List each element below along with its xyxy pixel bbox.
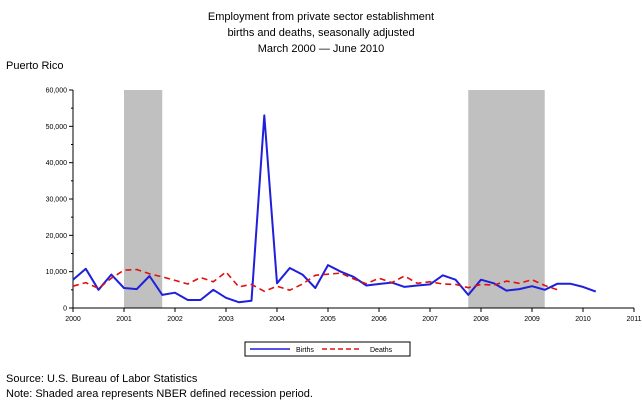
y-tick-label: 20,000 (46, 233, 68, 240)
series-line-deaths (72, 268, 558, 293)
x-tick-label: 2000 (65, 316, 81, 323)
y-tick-label: 0 (63, 306, 67, 313)
axes: 0 10,000 20,000 30,000 40,000 50,000 60,000 200… (46, 88, 642, 324)
x-tick-label: 2004 (269, 316, 285, 323)
recession-band-1 (468, 90, 545, 308)
x-tick-label: 2005 (320, 316, 336, 323)
x-tick-label: 2010 (575, 316, 591, 323)
y-tick-label: 30,000 (46, 197, 68, 204)
x-tick-label: 2008 (473, 316, 489, 323)
x-tick-label: 2006 (371, 316, 387, 323)
chart-title-line-3: March 2000 — June 2010 (257, 43, 385, 55)
x-tick-label: 2003 (218, 316, 234, 323)
x-tick-label: 2002 (167, 316, 183, 323)
legend-births-label: Births (296, 347, 314, 354)
region-label: Puerto Rico (6, 60, 64, 72)
y-tick-label: 10,000 (46, 269, 68, 276)
y-tick-label: 50,000 (46, 124, 68, 131)
y-tick-label: 60,000 (46, 88, 68, 95)
x-tick-label: 2001 (116, 316, 132, 323)
y-tick-label: 40,000 (46, 160, 68, 167)
chart-title-line-1: Employment from private sector establish… (207, 11, 435, 23)
recession-note: Note: Shaded area represents NBER define… (6, 388, 313, 400)
series-line-births (72, 114, 597, 304)
legend-box (244, 341, 411, 357)
x-tick-label: 2011 (626, 316, 641, 323)
series-lines (72, 114, 597, 304)
legend: Births Deaths (244, 341, 411, 357)
source-note: Source: U.S. Bureau of Labor Statistics (6, 373, 198, 385)
recession-band-0 (124, 90, 163, 308)
x-tick-label: 2009 (524, 316, 540, 323)
legend-deaths-label: Deaths (370, 347, 393, 354)
x-tick-label: 2007 (422, 316, 438, 323)
chart-title-line-2: births and deaths, seasonally adjusted (227, 27, 415, 39)
recession-shading (124, 90, 545, 308)
